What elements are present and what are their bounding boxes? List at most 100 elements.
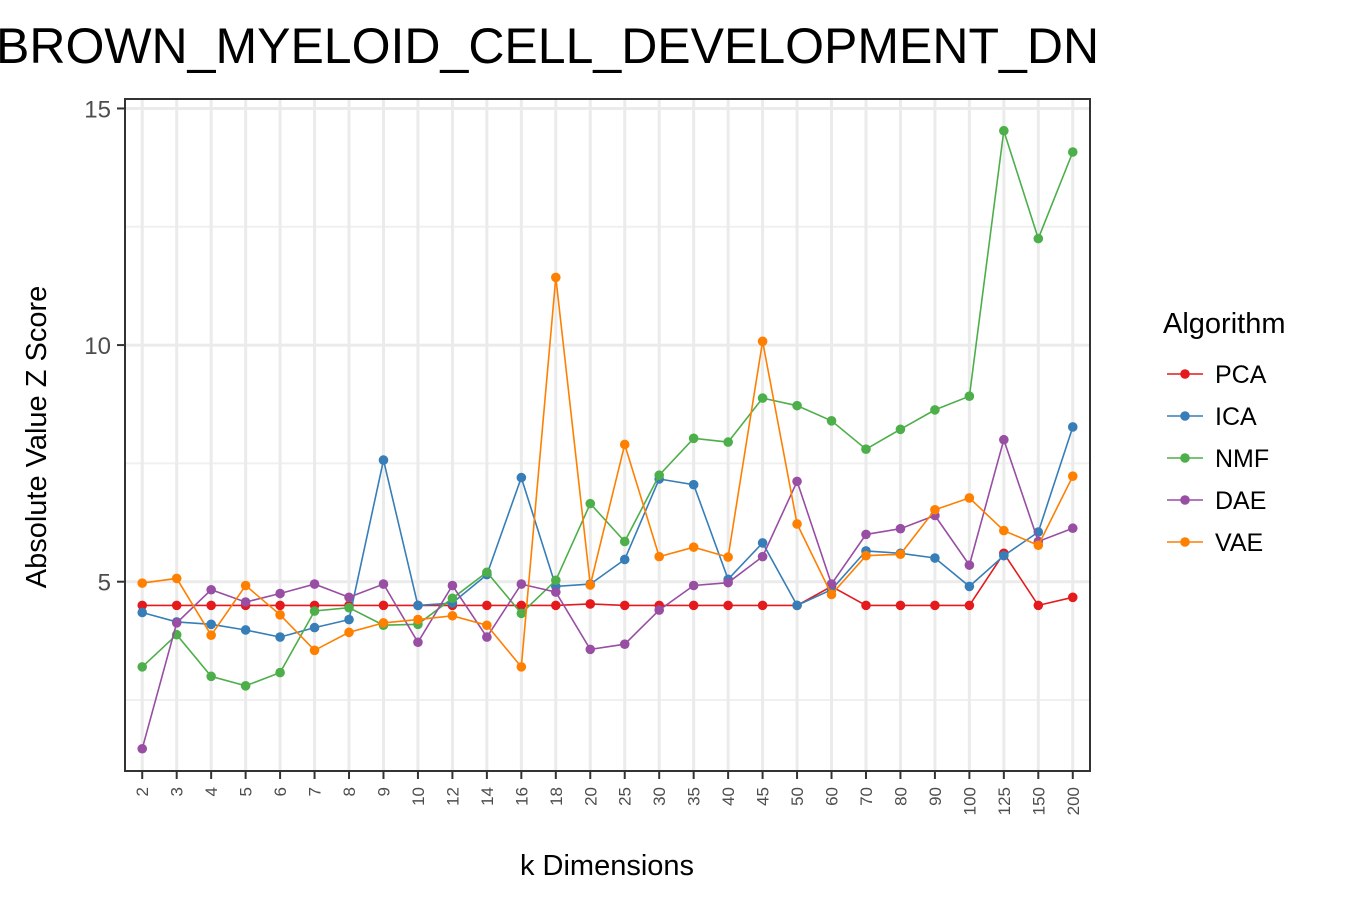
data-point-nmf-50 xyxy=(792,400,802,411)
plot-border xyxy=(124,98,1091,772)
data-point-vae-2 xyxy=(137,578,148,588)
data-point-pca-35 xyxy=(688,600,699,611)
data-point-vae-125 xyxy=(999,525,1009,536)
data-point-ica-35 xyxy=(688,479,699,490)
data-point-nmf-6 xyxy=(275,667,285,678)
data-point-vae-10 xyxy=(413,614,423,625)
x-tick-label-60: 60 xyxy=(823,787,842,806)
data-point-nmf-45 xyxy=(757,393,768,403)
data-point-dae-5 xyxy=(240,597,251,607)
data-point-nmf-8 xyxy=(344,602,354,613)
data-point-dae-200 xyxy=(1067,523,1078,534)
x-tick-label-5: 5 xyxy=(237,787,256,796)
data-point-ica-9 xyxy=(378,455,389,465)
x-tick-label-6: 6 xyxy=(271,787,290,796)
data-point-nmf-150 xyxy=(1033,233,1044,244)
x-tick-label-125: 125 xyxy=(995,787,1014,815)
data-point-dae-18 xyxy=(551,587,561,597)
data-point-ica-25 xyxy=(619,554,630,565)
data-point-dae-80 xyxy=(895,523,906,534)
data-point-pca-200 xyxy=(1067,592,1078,603)
x-axis-title: k Dimensions xyxy=(520,850,694,882)
data-point-pca-4 xyxy=(206,600,216,611)
x-tick-label-14: 14 xyxy=(478,787,497,806)
data-point-vae-60 xyxy=(826,589,837,600)
data-point-vae-9 xyxy=(378,618,389,628)
data-point-vae-90 xyxy=(930,504,940,515)
data-point-pca-6 xyxy=(275,600,285,611)
x-tick-label-200: 200 xyxy=(1064,787,1083,815)
data-point-vae-5 xyxy=(240,580,251,591)
data-point-dae-125 xyxy=(999,434,1009,445)
data-point-pca-45 xyxy=(757,600,768,611)
x-tick-label-16: 16 xyxy=(512,787,531,806)
x-tick-label-25: 25 xyxy=(616,787,635,806)
x-tick-label-10: 10 xyxy=(409,787,428,806)
data-point-dae-12 xyxy=(447,580,458,591)
data-point-ica-8 xyxy=(344,614,354,625)
data-point-dae-70 xyxy=(861,529,871,540)
x-tick-label-100: 100 xyxy=(960,787,979,815)
data-point-dae-7 xyxy=(309,579,320,589)
data-point-pca-14 xyxy=(482,600,492,611)
data-point-ica-7 xyxy=(309,622,320,633)
x-tick-label-35: 35 xyxy=(685,787,704,806)
data-point-nmf-35 xyxy=(688,433,699,444)
data-point-ica-45 xyxy=(757,538,768,548)
data-point-dae-40 xyxy=(723,577,733,588)
x-tick-label-9: 9 xyxy=(374,787,393,796)
data-point-ica-16 xyxy=(516,472,527,483)
x-tick-label-20: 20 xyxy=(581,787,600,806)
data-point-vae-200 xyxy=(1067,471,1078,481)
data-point-nmf-7 xyxy=(309,606,320,616)
data-point-dae-45 xyxy=(757,551,768,562)
data-point-pca-25 xyxy=(619,600,630,611)
data-point-ica-2 xyxy=(137,607,148,618)
data-point-dae-50 xyxy=(792,476,802,487)
data-point-nmf-30 xyxy=(654,470,664,481)
data-point-vae-16 xyxy=(516,662,527,672)
x-tick-label-30: 30 xyxy=(650,787,669,806)
data-point-vae-20 xyxy=(585,580,596,590)
x-tick-label-90: 90 xyxy=(926,787,945,806)
data-point-vae-70 xyxy=(861,550,871,561)
data-point-dae-10 xyxy=(413,637,423,648)
plot-panel xyxy=(125,99,1090,771)
y-axis-title: Absolute Value Z Score xyxy=(21,286,53,589)
data-point-ica-100 xyxy=(964,581,975,592)
data-point-nmf-200 xyxy=(1067,147,1078,157)
series-line-dae xyxy=(141,436,1074,750)
data-point-vae-35 xyxy=(688,542,699,552)
legend-label-pca: PCA xyxy=(1215,361,1267,389)
data-point-dae-9 xyxy=(378,579,389,589)
data-point-vae-6 xyxy=(275,610,285,620)
y-tick-label: 5 xyxy=(98,570,111,597)
data-point-nmf-60 xyxy=(826,416,837,426)
data-point-pca-80 xyxy=(895,600,906,611)
x-tick-label-2: 2 xyxy=(133,787,152,796)
data-point-vae-7 xyxy=(309,645,320,656)
x-tick-label-80: 80 xyxy=(891,787,910,806)
data-point-dae-30 xyxy=(654,605,664,615)
data-point-nmf-100 xyxy=(964,391,975,401)
chart-title: BROWN_MYELOID_CELL_DEVELOPMENT_DN xyxy=(0,18,1099,74)
x-tick-label-40: 40 xyxy=(719,787,738,806)
data-point-dae-100 xyxy=(964,560,975,570)
legend-point-pca xyxy=(1180,369,1190,379)
x-tick-label-4: 4 xyxy=(202,787,221,796)
data-point-dae-25 xyxy=(619,639,630,649)
legend-point-nmf xyxy=(1180,453,1190,463)
data-point-pca-150 xyxy=(1033,600,1044,611)
data-point-ica-200 xyxy=(1067,422,1078,432)
data-point-nmf-20 xyxy=(585,498,596,509)
data-point-nmf-5 xyxy=(240,681,251,691)
data-point-pca-18 xyxy=(551,600,561,611)
data-point-pca-20 xyxy=(585,599,596,609)
data-point-nmf-90 xyxy=(930,405,940,415)
data-point-dae-6 xyxy=(275,588,285,599)
x-tick-label-12: 12 xyxy=(443,787,462,806)
data-point-vae-14 xyxy=(482,620,492,631)
data-point-ica-4 xyxy=(206,619,216,630)
data-point-pca-100 xyxy=(964,600,975,611)
